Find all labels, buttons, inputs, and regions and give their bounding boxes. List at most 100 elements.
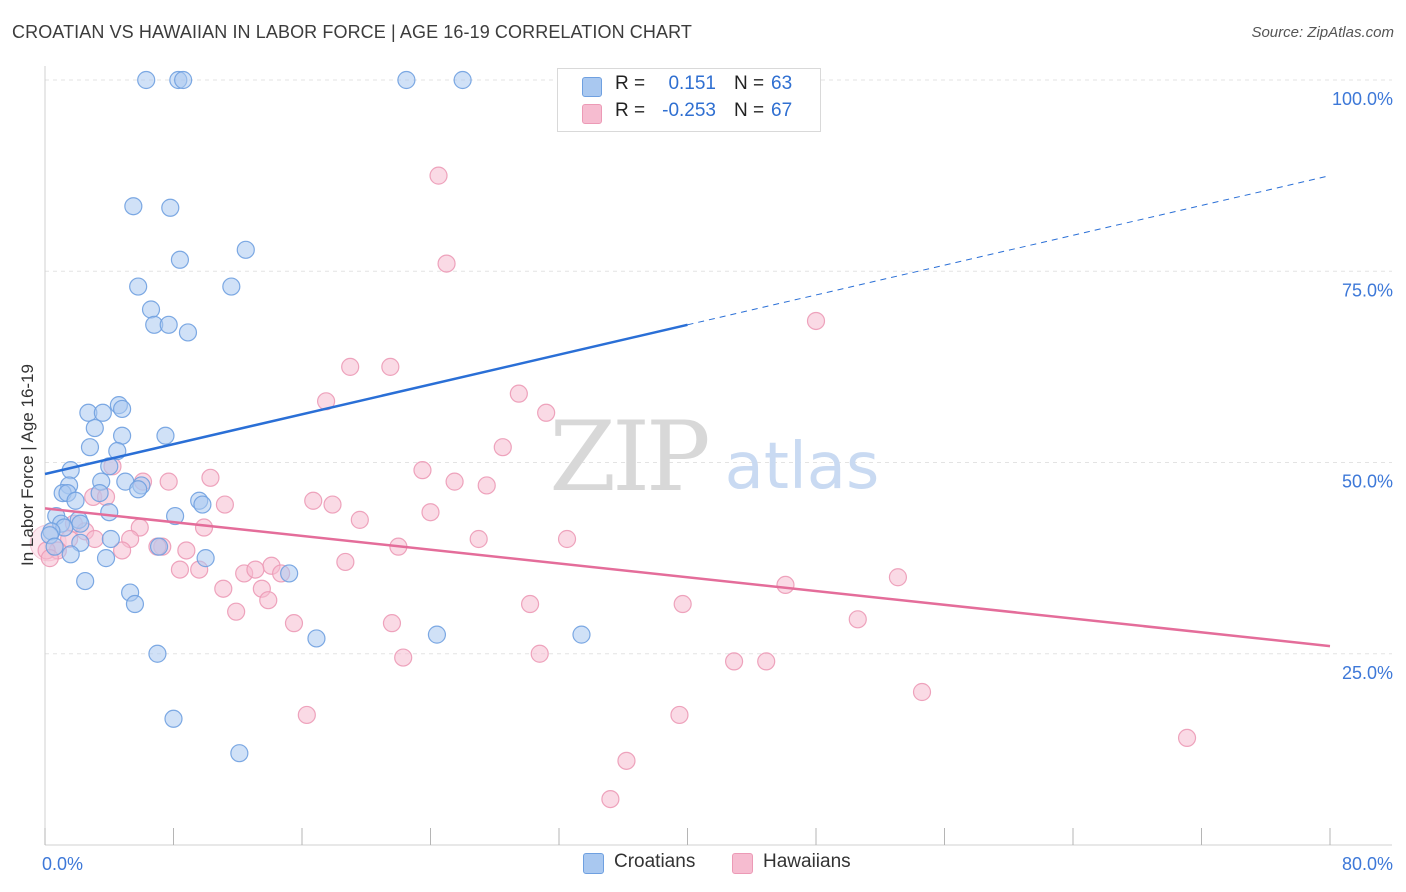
hawaiian-point [159,472,178,491]
hawaiian-point [394,648,413,667]
croatian-point [427,625,447,644]
croatian-point [174,70,193,90]
hawaiian-point [557,529,577,549]
croatian-point [137,70,156,90]
y-tick-label: 100.0% [1332,89,1393,109]
croatian-point [159,315,178,334]
croatian-point [161,198,180,217]
hawaiian-point [297,705,316,725]
hawaiian-point [350,510,369,529]
bottom-legend-label: Hawaiians [763,851,851,872]
hawaiians-swatch [582,104,602,124]
y-axis-label: In Labor Force | Age 16-19 [18,364,37,566]
hawaiian-point [304,491,323,510]
hawaiian-point [537,403,556,422]
croatian-point [453,70,472,90]
scatter-points [29,70,1197,809]
hawaiian-point [493,438,512,457]
hawaiian-point [112,541,132,560]
hawaiian-point [259,591,278,610]
croatian-point [61,545,80,564]
hawaiian-point [381,357,400,376]
croatian-point [397,70,416,90]
trend-lines [44,175,1331,648]
croatian-point [66,491,85,510]
croatian-point [149,537,169,556]
croatian-point [148,644,167,663]
croatian-point [101,529,120,549]
hawaiian-point [413,461,432,480]
legend-n-value: 67 [771,100,793,121]
tick-labels: 25.0% 50.0% 75.0% 100.0% 0.0% 80.0% [42,89,1393,874]
bottom-legend-label: Croatians [614,851,696,872]
hawaiian-point [214,579,233,598]
croatian-point [96,549,116,568]
hawaiian-point [215,495,234,514]
croatian-point [164,709,183,728]
croatian-point [178,323,198,342]
hawaiian-point [673,594,692,614]
croatian-point [236,240,255,259]
croatian-point [307,629,326,648]
croatian-point [76,571,95,591]
x-tick-label: 80.0% [1342,854,1393,874]
watermark: ZIP atlas [549,401,879,513]
croatian-point [93,403,112,422]
hawaiian-point [530,644,549,663]
legend-row-croatians: R = 0.151 N = 63 [558,73,820,101]
hawaiian-point [170,560,190,579]
croatian-point [156,426,175,445]
hawaiian-point [912,682,932,702]
croatians-swatch [582,77,602,97]
watermark-atlas: atlas [725,430,880,504]
croatian-point [196,549,215,568]
croatian-point [170,250,190,269]
croatian-point [572,625,591,644]
x-tick-label: 0.0% [42,854,83,874]
hawaiian-point [670,705,689,725]
y-tick-label: 50.0% [1342,472,1393,492]
hawaiians-trend-line [44,507,1331,648]
hawaiian-point [437,254,456,273]
hawaiian-point [177,541,196,560]
hawaiian-point [421,503,440,522]
croatian-point [100,503,119,522]
hawaiian-point [336,552,355,572]
hawaiian-point [806,311,826,331]
croatian-point [166,506,185,526]
hawaiian-point [477,476,496,495]
croatian-point [85,418,104,438]
chart-title: CROATIAN VS HAWAIIAN IN LABOR FORCE | AG… [12,22,692,42]
hawaiian-point [382,614,402,633]
hawaiian-point [284,614,304,633]
hawaiian-point [246,560,265,579]
croatian-point [129,480,148,499]
croatian-point [230,744,249,763]
croatian-point [124,197,143,216]
hawaiian-point [520,594,540,614]
legend-row-hawaiians: R = -0.253 N = 67 [558,100,820,128]
y-tick-label: 75.0% [1342,280,1393,300]
grid-lines [45,79,1392,655]
hawaiian-point [469,529,488,549]
hawaiian-point [227,602,246,621]
croatian-point [193,495,212,514]
legend-n-label: N = [734,100,765,121]
croatian-point [71,514,90,533]
hawaiian-point [429,166,448,185]
croatian-point [125,594,145,614]
legend-n-value: 63 [771,73,793,94]
watermark-zip: ZIP [549,401,708,513]
croatian-point [112,426,132,445]
hawaiian-point [776,575,795,595]
hawaiian-point [617,751,636,770]
croatian-point [129,277,148,296]
hawaiian-point [341,357,360,376]
croatian-point [222,277,241,296]
croatian-point [80,438,100,457]
legend-r-value: 0.151 [668,73,716,94]
legend-r-value: -0.253 [662,100,716,121]
hawaiian-point [1177,728,1197,748]
y-tick-label: 25.0% [1342,663,1393,683]
